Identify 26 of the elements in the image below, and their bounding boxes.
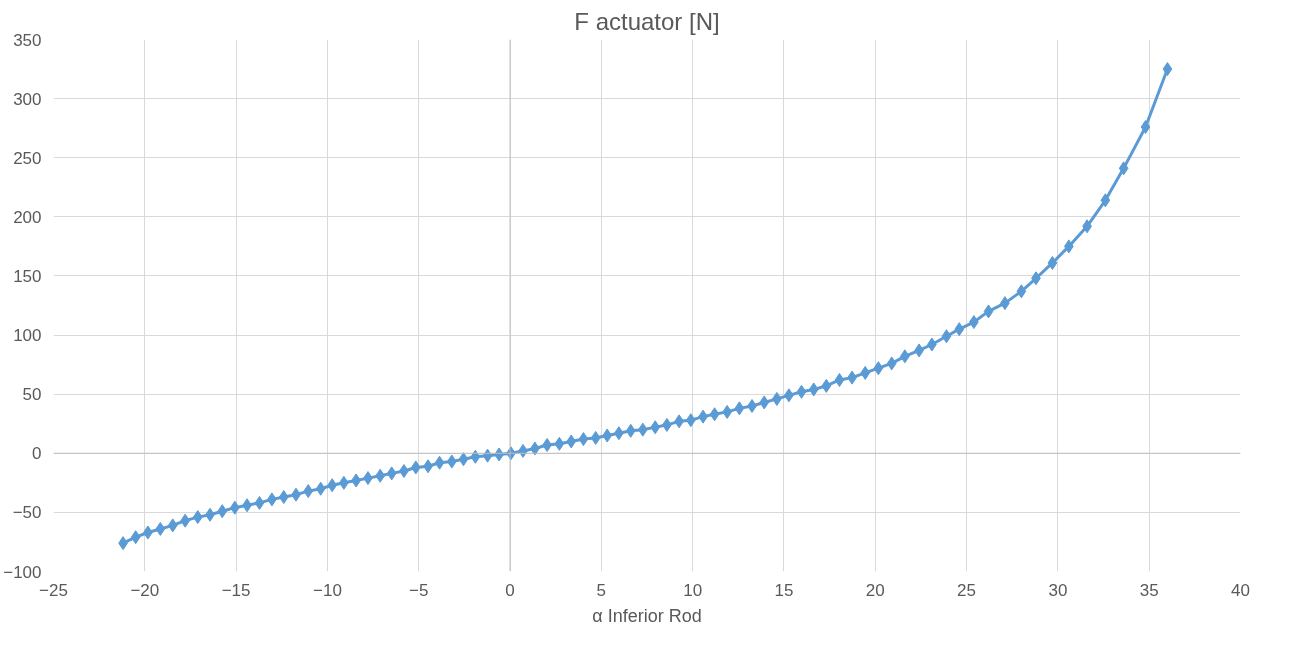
y-tick-label: 150 [13,266,42,286]
x-tick-label: 15 [774,580,794,600]
x-tick-label: 10 [683,580,703,600]
x-tick-label: 30 [1048,580,1068,600]
x-tick-label: −5 [409,580,429,600]
y-tick-label: 200 [13,207,42,227]
x-tick-label: −25 [39,580,68,600]
y-tick-label: 250 [13,148,42,168]
y-tick-label: −100 [3,562,42,582]
x-tick-label: 20 [865,580,885,600]
y-tick-label: 350 [13,30,42,50]
x-tick-label: 35 [1139,580,1159,600]
x-tick-label: 5 [596,580,607,600]
chart-title: F actuator [N] [574,7,720,35]
y-tick-label: 300 [13,89,42,109]
x-tick-label: 40 [1231,580,1250,600]
x-tick-label: 25 [957,580,977,600]
x-tick-label: −15 [221,580,251,600]
y-tick-label: 100 [13,326,42,346]
y-tick-label: 50 [22,385,42,405]
y-tick-label: 0 [32,444,42,464]
y-tick-label: −50 [12,503,42,523]
x-tick-label: −20 [130,580,160,600]
x-axis-title: α Inferior Rod [592,605,702,626]
x-tick-label: 0 [505,580,515,600]
x-tick-label: −10 [313,580,342,600]
